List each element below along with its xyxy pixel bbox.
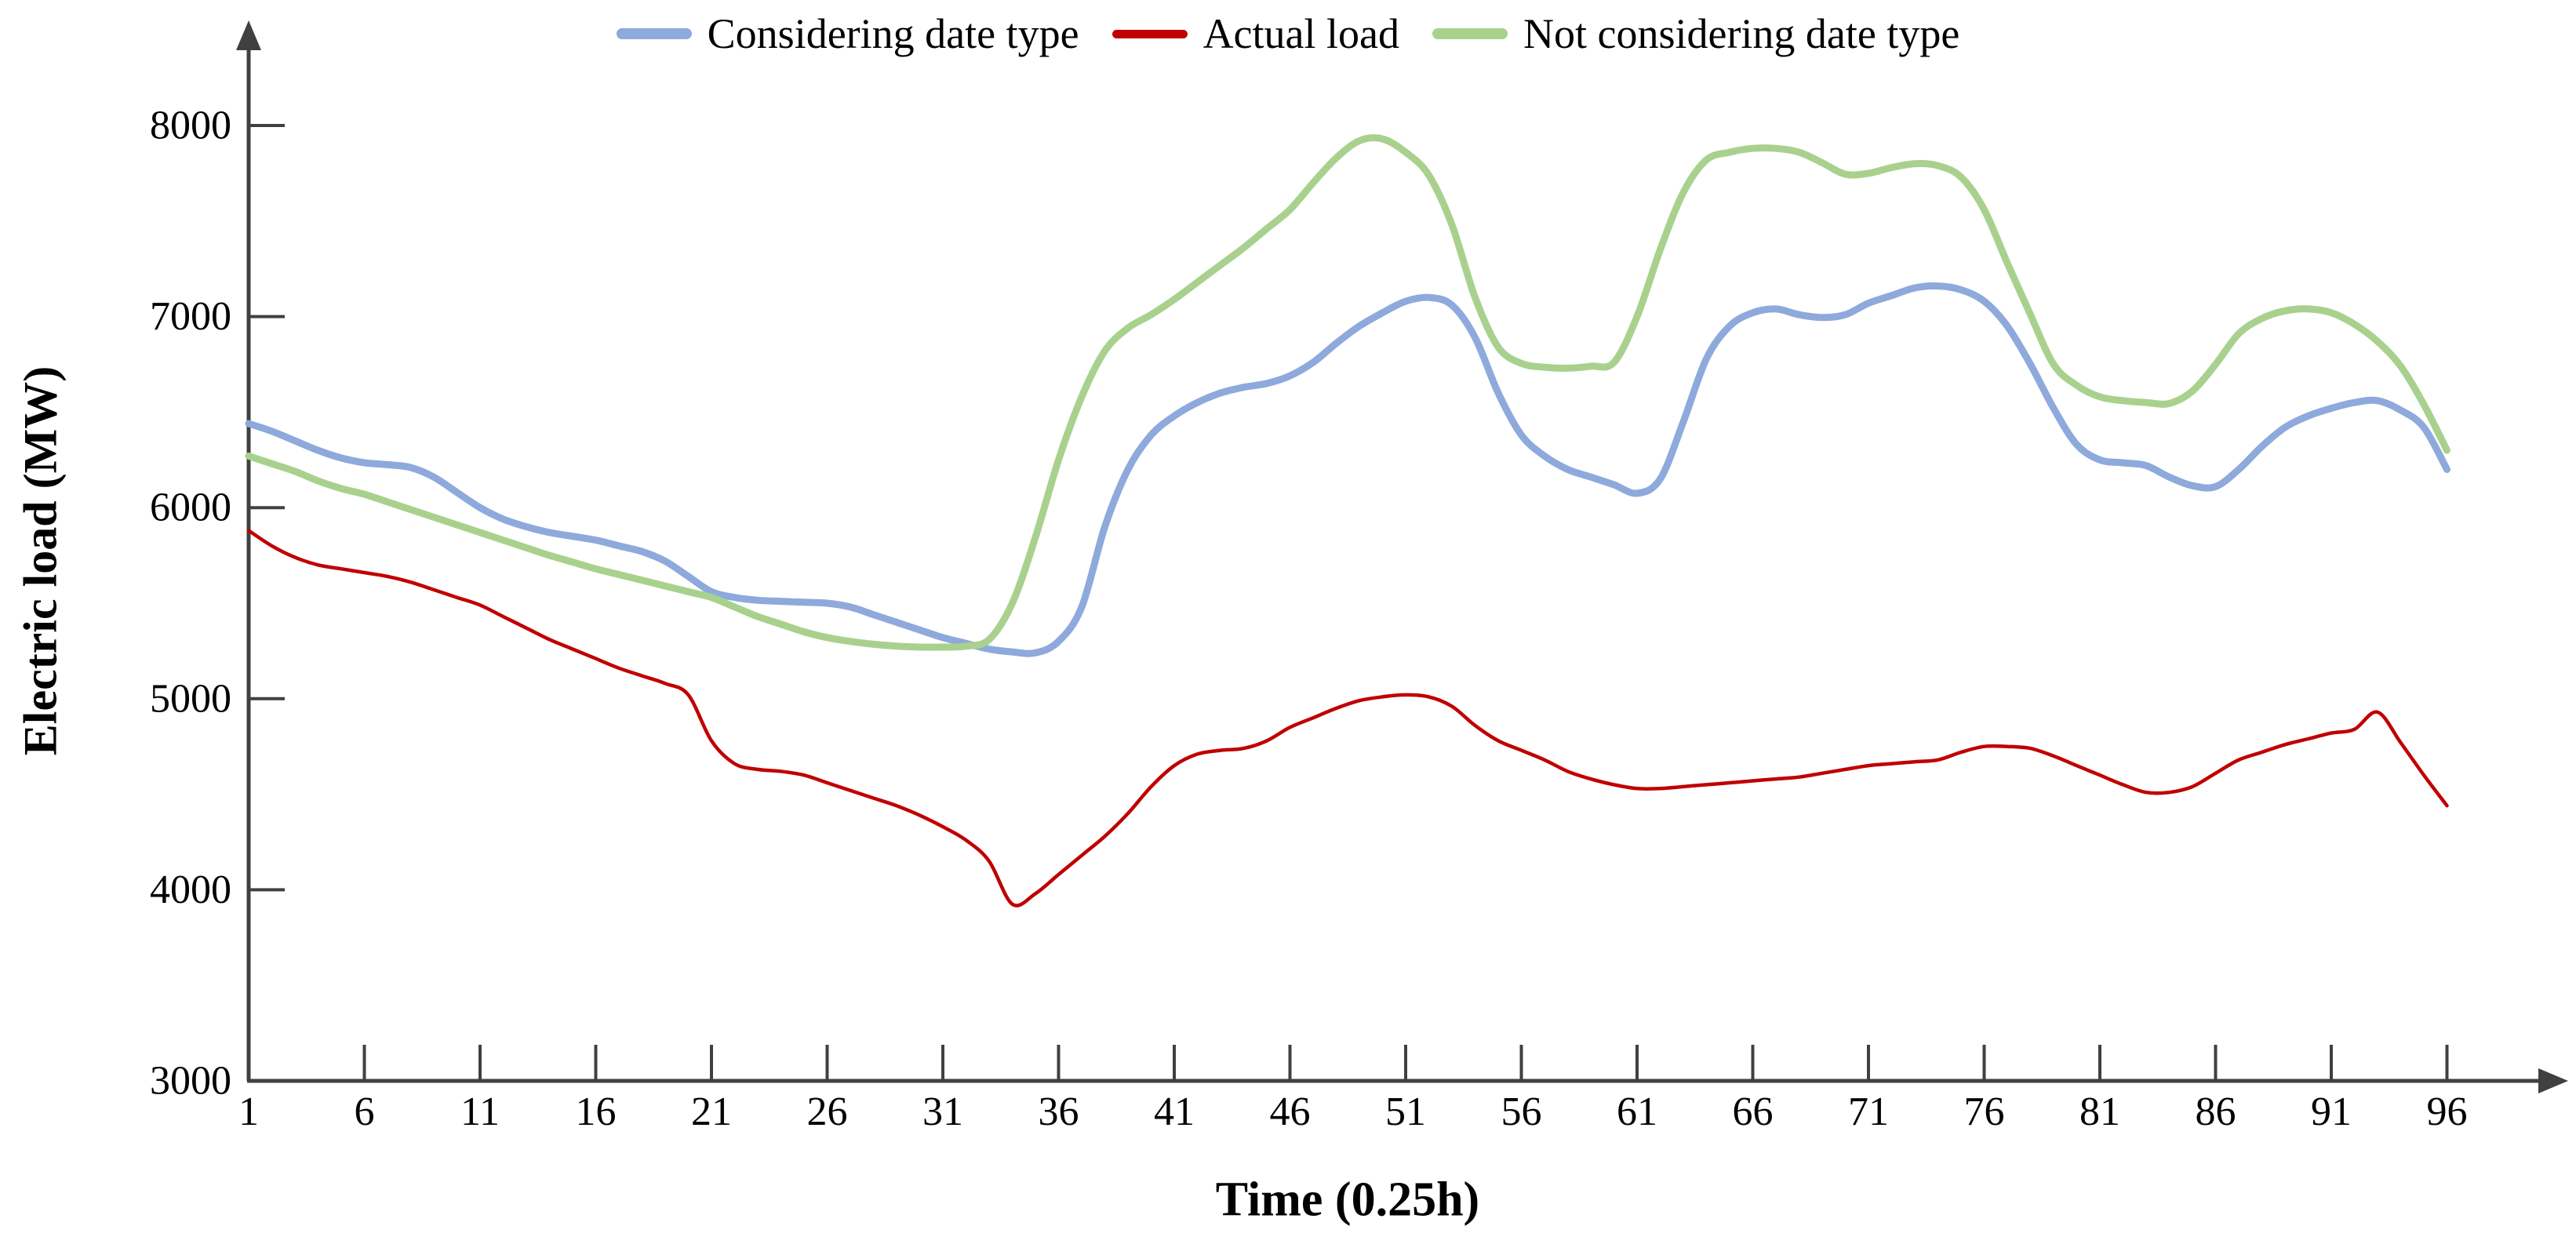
x-tick-label: 36 bbox=[1039, 1089, 1079, 1134]
x-tick-label: 76 bbox=[1964, 1089, 2005, 1134]
x-tick-label: 61 bbox=[1617, 1089, 1657, 1134]
x-tick-label: 51 bbox=[1385, 1089, 1426, 1134]
y-tick-label: 3000 bbox=[150, 1059, 231, 1104]
x-tick-label: 16 bbox=[576, 1089, 617, 1134]
y-tick-label: 5000 bbox=[150, 676, 231, 721]
x-tick-label: 71 bbox=[1848, 1089, 1889, 1134]
x-axis-title: Time (0.25h) bbox=[1215, 1173, 1480, 1227]
x-tick-label: 56 bbox=[1501, 1089, 1542, 1134]
y-tick-label: 4000 bbox=[150, 868, 231, 912]
x-tick-label: 21 bbox=[691, 1089, 732, 1134]
y-axis-arrow-icon bbox=[236, 20, 261, 50]
x-axis-arrow-icon bbox=[2538, 1068, 2568, 1093]
x-tick-label: 31 bbox=[922, 1089, 963, 1134]
x-tick-label: 91 bbox=[2311, 1089, 2352, 1134]
y-axis-title: Electric load (MW) bbox=[14, 366, 67, 756]
series-line-not-considering-date-type bbox=[245, 134, 2450, 651]
x-tick-label: 11 bbox=[460, 1089, 500, 1134]
y-tick-label: 6000 bbox=[150, 486, 231, 530]
x-tick-label: 1 bbox=[238, 1089, 259, 1134]
y-tick-label: 8000 bbox=[150, 104, 231, 148]
series-line-actual-load bbox=[246, 529, 2449, 908]
x-tick-label: 86 bbox=[2196, 1089, 2236, 1134]
x-tick-label: 41 bbox=[1154, 1089, 1195, 1134]
x-tick-label: 6 bbox=[355, 1089, 375, 1134]
series-line-considering-date-type bbox=[245, 282, 2450, 657]
x-tick-label: 96 bbox=[2427, 1089, 2468, 1134]
x-tick-label: 81 bbox=[2079, 1089, 2120, 1134]
y-tick-label: 7000 bbox=[150, 294, 231, 339]
x-tick-label: 26 bbox=[807, 1089, 848, 1134]
x-tick-label: 66 bbox=[1733, 1089, 1774, 1134]
x-tick-label: 46 bbox=[1270, 1089, 1311, 1134]
